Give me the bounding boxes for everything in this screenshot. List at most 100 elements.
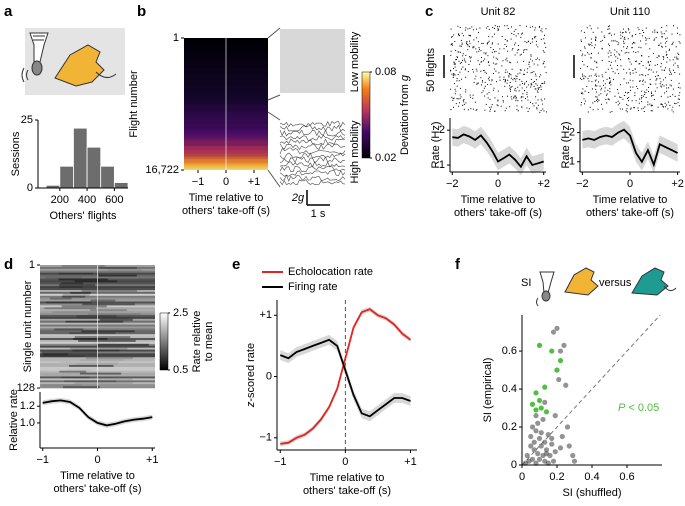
heatmap-row <box>96 326 156 329</box>
raster-spike <box>645 92 647 94</box>
raster-spike <box>475 109 477 111</box>
scatter-point <box>528 433 534 440</box>
raster-spike <box>596 96 598 98</box>
data-line <box>582 128 678 168</box>
raster-spike <box>517 73 519 75</box>
raster-spike <box>521 32 523 34</box>
raster-spike <box>660 66 662 68</box>
y-axis-label: SI (empirical) <box>482 358 494 423</box>
raster-spike <box>637 27 639 29</box>
scalebar-label: 2g <box>291 192 305 204</box>
raster-spike <box>669 104 671 106</box>
heatmap-row <box>90 299 116 302</box>
raster-spike <box>605 98 607 100</box>
raster-spike <box>644 91 645 93</box>
raster-spike <box>666 61 668 63</box>
raster-spike <box>664 92 665 94</box>
raster-spike <box>653 52 655 54</box>
raster-spike <box>540 109 542 111</box>
raster-spike <box>674 95 676 97</box>
raster-spike <box>526 93 528 95</box>
raster-spike <box>606 78 608 80</box>
raster-spike <box>450 50 452 52</box>
raster-spike <box>506 60 508 62</box>
raster-spike <box>623 40 624 42</box>
raster-spike <box>613 33 615 35</box>
raster-spike <box>533 71 535 73</box>
raster-spike <box>594 101 596 102</box>
raster-spike <box>661 104 663 106</box>
raster-spike <box>521 87 523 89</box>
heatmap-row <box>77 316 129 320</box>
raster-spike <box>471 26 473 28</box>
heatmap-row <box>62 293 90 297</box>
raster-spike <box>634 68 636 70</box>
x-tick-label: 400 <box>78 194 96 206</box>
raster-spike <box>638 63 640 65</box>
raster-spike <box>512 79 514 81</box>
x-tick-label: 0 <box>519 471 525 483</box>
raster-spike <box>479 27 481 29</box>
raster-spike <box>540 89 542 91</box>
raster-spike <box>600 89 602 91</box>
y-tick-label: 0.4 <box>502 383 517 395</box>
raster-spike <box>514 44 515 46</box>
raster-spike <box>589 44 591 45</box>
raster-spike <box>676 58 678 60</box>
raster-spike <box>641 101 643 103</box>
heatmap-row <box>65 320 124 323</box>
raster-spike <box>457 25 459 27</box>
heatmap-row <box>62 386 100 389</box>
raster-spike <box>467 71 469 73</box>
raster-spike <box>632 70 634 71</box>
raster-spike <box>661 69 663 71</box>
raster-spike <box>660 103 662 105</box>
raster-spike <box>620 31 622 33</box>
y-axis-label: Sessions <box>10 131 22 176</box>
raster-spike <box>463 103 465 105</box>
scatter-point <box>535 420 541 426</box>
x-axis-label: Others' flights <box>50 210 117 222</box>
y-axis-label-text: -scored rate <box>245 343 257 402</box>
heatmap-row <box>52 311 98 314</box>
raster-spike <box>631 100 633 102</box>
raster-spike <box>492 27 494 28</box>
raster-spike <box>454 41 456 42</box>
raster-spike <box>581 79 583 81</box>
scatter-point <box>536 342 543 348</box>
raster-spike <box>470 60 471 62</box>
heatmap-row <box>97 343 149 347</box>
heatmap-row <box>59 370 87 373</box>
raster-spike <box>506 82 508 84</box>
raster-spike <box>495 57 497 59</box>
raster-spike <box>639 33 641 34</box>
raster-spike <box>543 62 545 64</box>
raster-spike <box>631 47 633 49</box>
raster-spike <box>594 38 596 40</box>
raster-spike <box>459 98 461 100</box>
raster-spike <box>650 84 652 85</box>
raster-spike <box>452 44 453 46</box>
raster-spike <box>504 80 506 82</box>
raster-spike <box>451 96 453 98</box>
raster-spike <box>628 96 630 98</box>
raster-spike <box>626 51 628 53</box>
raster-spike <box>454 88 456 90</box>
raster-spike <box>520 36 522 38</box>
raster-spike <box>601 103 602 105</box>
raster-spike <box>537 46 539 48</box>
raster-spike <box>504 85 506 87</box>
raster-spike <box>648 87 650 88</box>
raster-spike <box>489 106 491 108</box>
raster-spike <box>458 34 460 36</box>
raster-spike <box>535 73 536 75</box>
raster-spike <box>509 61 510 63</box>
raster-spike <box>654 64 656 66</box>
raster-spike <box>497 100 499 102</box>
raster-spike <box>529 66 531 68</box>
raster-spike <box>491 104 493 106</box>
raster-spike <box>469 27 471 29</box>
scatter-point <box>529 401 536 407</box>
raster-spike <box>497 105 499 107</box>
raster-spike <box>511 32 513 34</box>
